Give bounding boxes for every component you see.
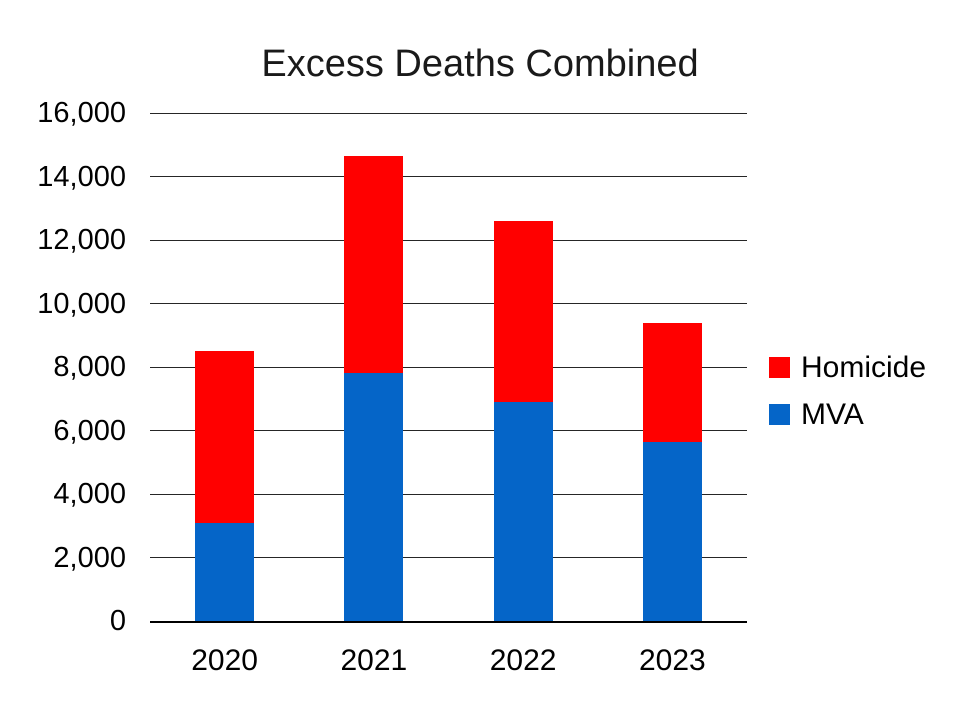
bar-2021 — [344, 155, 404, 621]
y-tick-label-0: 0 — [109, 605, 126, 637]
y-tick-label-12000: 12,000 — [37, 224, 126, 256]
gridline-6000 — [150, 430, 747, 431]
y-tick-label-4000: 4,000 — [53, 478, 126, 510]
bar-segment-2023-mva — [642, 441, 702, 621]
x-tick-label-2023: 2023 — [639, 644, 706, 677]
gridline-8000 — [150, 366, 747, 368]
gridline-2000 — [150, 557, 747, 558]
bar-segment-2021-homicide — [344, 155, 404, 374]
bar-segment-2022-mva — [493, 401, 553, 621]
gridline-4000 — [150, 493, 747, 495]
x-tick-label-2020: 2020 — [191, 644, 258, 677]
bar-segment-2023-homicide — [642, 322, 702, 442]
legend-label-homicide: Homicide — [801, 350, 927, 384]
legend-label-mva: MVA — [801, 397, 864, 431]
y-tick-label-14000: 14,000 — [37, 160, 126, 193]
plot-area — [150, 112, 747, 623]
bar-segment-2020-mva — [195, 522, 255, 621]
y-tick-label-10000: 10,000 — [37, 287, 126, 320]
gridline-12000 — [150, 239, 747, 241]
bar-2020 — [195, 351, 255, 621]
bar-2022 — [493, 220, 553, 621]
legend: Homicide MVA — [769, 344, 926, 438]
gridline-10000 — [150, 303, 747, 304]
x-tick-label-2022: 2022 — [489, 644, 557, 677]
bar-segment-2020-homicide — [195, 351, 255, 523]
x-tick-label-2021: 2021 — [340, 644, 408, 677]
homicide-swatch-icon — [769, 357, 790, 378]
y-tick-label-16000: 16,000 — [37, 97, 126, 129]
chart-title: Excess Deaths Combined — [261, 43, 699, 85]
bar-2023 — [642, 322, 702, 621]
legend-item-homicide: Homicide — [769, 344, 926, 391]
gridline-16000 — [150, 112, 747, 114]
y-tick-label-2000: 2,000 — [53, 541, 126, 574]
legend-item-mva: MVA — [769, 391, 926, 438]
y-tick-label-8000: 8,000 — [53, 351, 126, 383]
gridline-14000 — [150, 176, 747, 177]
mva-swatch-icon — [769, 404, 790, 425]
bar-segment-2021-mva — [344, 373, 404, 621]
bar-segment-2022-homicide — [493, 220, 553, 402]
y-tick-label-6000: 6,000 — [53, 414, 126, 447]
